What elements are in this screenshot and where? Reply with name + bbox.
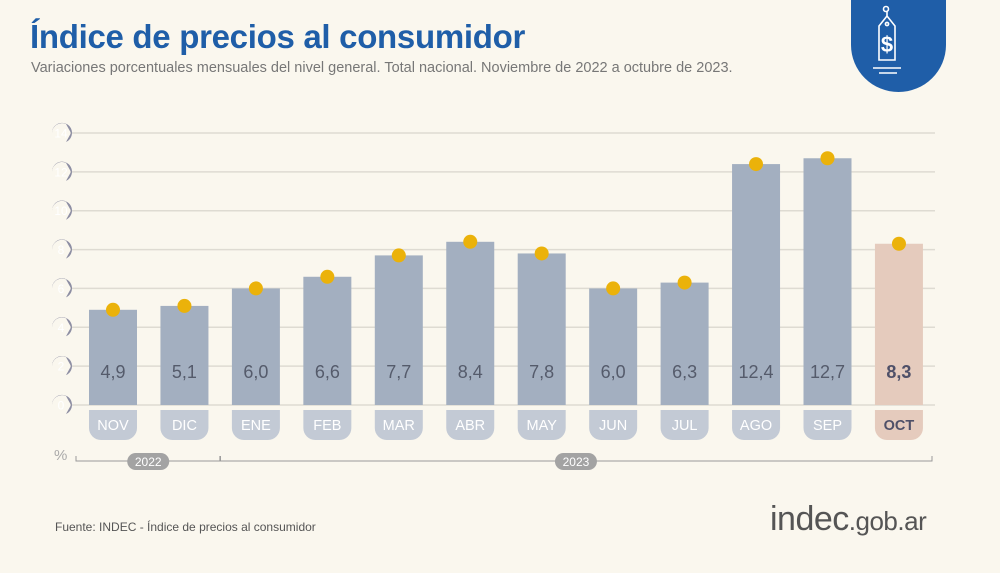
bar — [660, 282, 709, 405]
y-axis-unit: % — [54, 447, 67, 464]
x-tick-label: JUN — [599, 418, 627, 434]
bar — [303, 276, 352, 405]
indec-logo: indec.gob.ar — [770, 500, 927, 539]
value-dot — [248, 281, 263, 296]
x-tick-label: JUL — [672, 418, 698, 434]
y-tick-label: 8 — [58, 243, 65, 257]
year-pill — [554, 453, 597, 470]
y-tick-label: 12 — [54, 165, 68, 179]
value-dot — [820, 151, 835, 166]
data-label: 7,8 — [529, 362, 554, 382]
value-dot — [177, 298, 192, 313]
page-title: Índice de precios al consumidor — [30, 18, 525, 55]
value-dot — [106, 302, 120, 317]
y-tick-label: 6 — [58, 282, 65, 296]
data-label: 6,3 — [672, 362, 697, 382]
source-note: Fuente: INDEC - Índice de precios al con… — [55, 520, 316, 534]
data-label: 8,3 — [886, 362, 911, 382]
data-label: 12,7 — [810, 362, 845, 382]
x-tick-label: FEB — [313, 418, 341, 434]
bar — [160, 305, 209, 405]
y-tick-label: 10 — [54, 204, 68, 218]
bar — [231, 288, 280, 405]
bar-chart: 0 2 4 6 8 10 12 14% 4,9 NOV 5,1 DIC 6,0 ENE 6,6 FEB 7,7 M… — [51, 122, 935, 470]
bar — [803, 158, 852, 405]
x-tick-label: SEP — [813, 418, 842, 434]
data-label: 12,4 — [739, 362, 774, 382]
bar — [374, 255, 423, 405]
value-dot — [320, 269, 335, 284]
year-pill — [127, 453, 170, 470]
logo-domain: .gob.ar — [848, 506, 927, 536]
year-label: 2023 — [563, 455, 590, 469]
data-label: 6,6 — [315, 362, 340, 382]
x-tick-label: NOV — [97, 418, 129, 434]
category-tab — [160, 410, 209, 440]
data-label: 6,0 — [601, 362, 626, 382]
value-dot — [891, 236, 906, 251]
value-dot — [606, 281, 621, 296]
bar — [732, 164, 781, 405]
x-tick-label: ABR — [455, 418, 485, 434]
category-tab — [446, 410, 495, 440]
y-tick-label: 0 — [58, 399, 65, 413]
logo-main: indec — [770, 500, 849, 538]
x-tick-label: MAY — [527, 418, 558, 434]
category-tab — [660, 410, 709, 440]
year-label: 2022 — [135, 455, 162, 469]
x-tick-label: OCT — [884, 418, 915, 434]
price-tag-dollar-icon: $ — [851, 0, 946, 92]
category-tab — [374, 410, 423, 440]
bar — [874, 243, 923, 405]
category-tab — [89, 410, 137, 440]
svg-text:$: $ — [881, 32, 893, 57]
category-tab — [303, 410, 352, 440]
x-tick-label: AGO — [740, 418, 772, 434]
value-dot — [391, 248, 406, 263]
bar — [517, 253, 566, 405]
bar — [89, 309, 137, 405]
category-tab — [874, 410, 923, 440]
category-tab — [589, 410, 638, 440]
y-tick-label: 2 — [58, 360, 65, 374]
data-label: 4,9 — [100, 362, 125, 382]
bar — [589, 288, 638, 405]
bar — [446, 241, 495, 405]
category-tab — [517, 410, 566, 440]
category-tab — [803, 410, 852, 440]
value-dot — [463, 234, 478, 249]
value-dot — [677, 275, 692, 290]
category-tab — [732, 410, 781, 440]
y-tick-label: 14 — [54, 127, 68, 141]
x-tick-label: MAR — [383, 418, 415, 434]
data-label: 7,7 — [386, 362, 411, 382]
data-label: 5,1 — [172, 362, 197, 382]
data-label: 8,4 — [458, 362, 483, 382]
y-tick-label: 4 — [58, 321, 65, 335]
x-tick-label: ENE — [241, 418, 271, 434]
category-tab — [231, 410, 280, 440]
page-subtitle: Variaciones porcentuales mensuales del n… — [31, 60, 733, 76]
value-dot — [534, 246, 549, 261]
data-label: 6,0 — [243, 362, 268, 382]
x-tick-label: DIC — [172, 418, 197, 434]
value-dot — [749, 157, 764, 172]
